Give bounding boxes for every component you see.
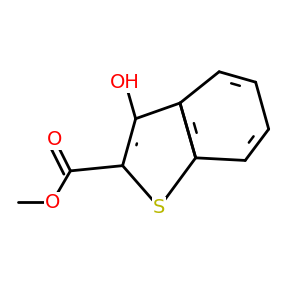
- Text: O: O: [44, 193, 60, 212]
- Text: OH: OH: [110, 73, 140, 92]
- Text: S: S: [153, 198, 165, 217]
- Text: O: O: [47, 130, 62, 149]
